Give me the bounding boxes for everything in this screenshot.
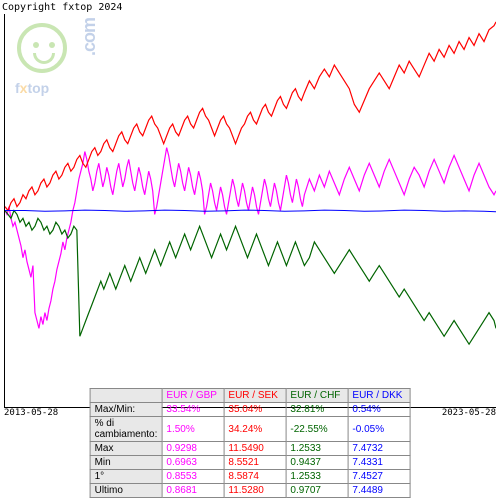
table-cell: 0.54% (348, 403, 410, 417)
chart-area (4, 14, 496, 408)
table-row-label: % di cambiamento: (90, 417, 162, 442)
table-cell: -0.05% (348, 417, 410, 442)
table-cell: 1.2533 (286, 470, 348, 484)
table-cell: 7.4527 (348, 470, 410, 484)
table-header: EUR / SEK (224, 389, 286, 403)
table-header: EUR / DKK (348, 389, 410, 403)
x-axis-start: 2013-05-28 (4, 408, 58, 418)
table-cell: 1.2533 (286, 442, 348, 456)
table-cell: 0.6963 (162, 456, 224, 470)
table-cell: 32.81% (286, 403, 348, 417)
table-cell: 7.4331 (348, 456, 410, 470)
copyright-text: Copyright fxtop 2024 (2, 2, 122, 13)
table-cell: 0.9707 (286, 484, 348, 498)
table-cell: 8.5874 (224, 470, 286, 484)
table-row-label: Max (90, 442, 162, 456)
table-cell: -22.55% (286, 417, 348, 442)
table-header: EUR / CHF (286, 389, 348, 403)
table-cell: 35.04% (224, 403, 286, 417)
currency-stats-table: EUR / GBPEUR / SEKEUR / CHFEUR / DKK Max/… (90, 388, 411, 498)
table-cell: 33.54% (162, 403, 224, 417)
line-chart-svg (5, 14, 496, 407)
table-row-label: Max/Min: (90, 403, 162, 417)
table-cell: 7.4489 (348, 484, 410, 498)
x-axis-end: 2023-05-28 (442, 408, 496, 418)
table-cell: 11.5280 (224, 484, 286, 498)
table-cell: 34.24% (224, 417, 286, 442)
table-cell: 0.9437 (286, 456, 348, 470)
table-cell: 0.8553 (162, 470, 224, 484)
table-row-label: Min (90, 456, 162, 470)
table-cell: 8.5521 (224, 456, 286, 470)
table-cell: 0.9298 (162, 442, 224, 456)
table-cell: 1.50% (162, 417, 224, 442)
table-row-label: Ultimo (90, 484, 162, 498)
table-corner (90, 389, 162, 403)
table-cell: 11.5490 (224, 442, 286, 456)
series-eur-dkk (5, 210, 496, 212)
series-eur-chf (5, 211, 496, 345)
table-cell: 7.4732 (348, 442, 410, 456)
table-cell: 0.8681 (162, 484, 224, 498)
table-header: EUR / GBP (162, 389, 224, 403)
table-row-label: 1° (90, 470, 162, 484)
